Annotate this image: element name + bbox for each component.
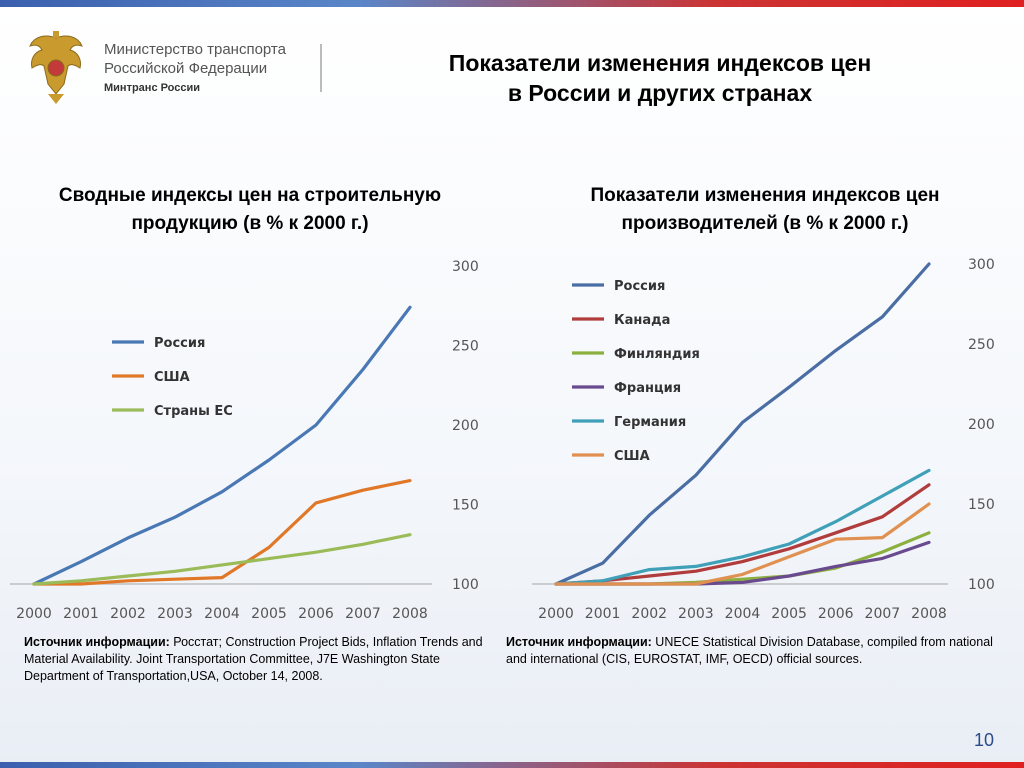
left-chart-x-tick-label: 2005 (251, 606, 287, 622)
right-chart-y-tick-label: 200 (968, 417, 995, 433)
right-chart-legend-label: Канада (614, 313, 670, 328)
left-chart-series-line (32, 305, 412, 586)
left-chart-series-line (32, 479, 412, 586)
left-chart-y-tick-label: 100 (452, 577, 479, 593)
coat-of-arms-logo (29, 31, 83, 104)
right-subtitle-line-2: производителей (в % к 2000 г.) (621, 213, 909, 234)
page-number: 10 (973, 730, 994, 750)
left-chart-x-tick-label: 2001 (63, 606, 99, 622)
left-chart-subtitle: Сводные индексы цен на строительную прод… (10, 182, 490, 238)
left-chart-y-tick-label: 200 (452, 418, 479, 434)
page-title: Показатели изменения индексов цен в Росс… (360, 48, 960, 108)
left-chart-x-tick-label: 2000 (16, 606, 52, 622)
right-chart-legend-label: Россия (614, 279, 665, 294)
page-title-line-2: в России и других странах (507, 80, 813, 106)
left-source-text: Росстат; Construction Project Bids, Infl… (24, 635, 483, 683)
right-source-label: Источник информации: (506, 635, 652, 649)
left-chart-x-tick-label: 2007 (345, 606, 381, 622)
right-chart-legend-label: Финляндия (614, 347, 700, 362)
left-subtitle-line-1: Сводные индексы цен на строительную (58, 185, 442, 206)
right-chart-x-tick-label: 2006 (818, 606, 854, 622)
right-chart-x-tick-label: 2008 (911, 606, 947, 622)
right-chart-x-tick-label: 2002 (631, 606, 667, 622)
left-chart-x-tick-label: 2002 (110, 606, 146, 622)
right-chart-series-line (554, 502, 931, 586)
right-chart-x-tick-label: 2007 (865, 606, 901, 622)
right-chart-y-tick-label: 100 (968, 577, 995, 593)
left-chart-y-tick-label: 250 (452, 339, 479, 355)
left-chart-legend-label: Страны ЕС (154, 404, 233, 419)
right-chart-x-tick-label: 2005 (771, 606, 807, 622)
left-subtitle-line-2: продукцию (в % к 2000 г.) (131, 213, 369, 234)
left-chart-legend-label: Россия (154, 336, 205, 351)
ministry-name: Министерство транспорта Российской Федер… (104, 40, 324, 94)
right-source-note: Источник информации: UNECE Statistical D… (506, 634, 1016, 668)
right-chart-y-tick-label: 300 (968, 257, 995, 273)
left-chart-x-tick-label: 2003 (157, 606, 193, 622)
right-chart-subtitle: Показатели изменения индексов цен произв… (520, 182, 1010, 238)
ministry-line-1: Министерство транспорта (104, 41, 286, 58)
left-chart-y-tick-label: 150 (452, 498, 479, 514)
right-chart-legend-label: Франция (614, 381, 681, 396)
right-chart-series-line (554, 468, 931, 586)
right-chart-series-line (554, 262, 931, 586)
right-chart-series-line (554, 483, 931, 586)
left-chart-x-tick-label: 2004 (204, 606, 240, 622)
bottom-accent-bar (0, 762, 1024, 768)
left-chart-x-tick-label: 2006 (298, 606, 334, 622)
left-source-note: Источник информации: Росстат; Constructi… (24, 634, 486, 685)
right-chart-legend-label: Германия (614, 415, 686, 430)
left-chart-x-tick-label: 2008 (392, 606, 428, 622)
right-chart-x-tick-label: 2004 (725, 606, 761, 622)
right-chart-legend-label: США (614, 449, 650, 464)
left-chart-series-line (32, 533, 412, 586)
left-chart-legend-label: США (154, 370, 190, 385)
right-chart-y-tick-label: 250 (968, 337, 995, 353)
ministry-short-name: Минтранс России (104, 82, 201, 94)
left-chart-y-tick-label: 300 (452, 259, 479, 275)
top-accent-bar (0, 0, 1024, 7)
right-source-text: UNECE Statistical Division Database, com… (506, 635, 993, 666)
header-divider (320, 44, 322, 92)
right-chart-x-tick-label: 2000 (538, 606, 574, 622)
right-chart-x-tick-label: 2003 (678, 606, 714, 622)
right-chart-x-tick-label: 2001 (585, 606, 621, 622)
page-title-line-1: Показатели изменения индексов цен (448, 50, 872, 76)
ministry-line-2: Российской Федерации (104, 60, 268, 77)
right-chart-y-tick-label: 150 (968, 497, 995, 513)
right-subtitle-line-1: Показатели изменения индексов цен (590, 185, 940, 206)
left-source-label: Источник информации: (24, 635, 170, 649)
